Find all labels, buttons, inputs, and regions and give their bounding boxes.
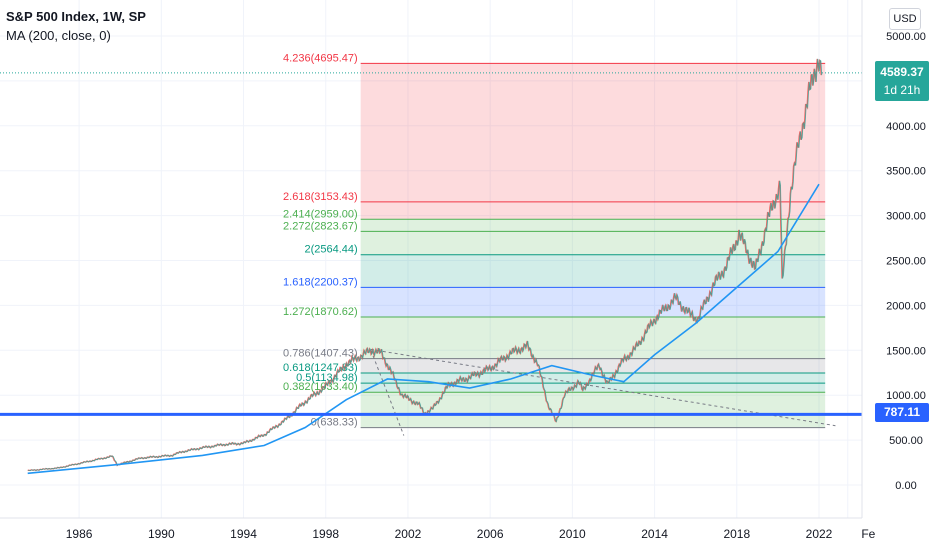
x-tick-label: 1990 — [148, 527, 175, 541]
symbol-title[interactable]: S&P 500 Index, 1W, SP — [6, 9, 146, 24]
fib-level-label: 0.382(1033.40) — [283, 381, 358, 393]
y-tick-label: 3000.00 — [886, 211, 926, 223]
fib-level-label: 4.236(4695.47) — [283, 52, 358, 64]
y-tick-label: 2500.00 — [886, 256, 926, 268]
x-axis-labels: 1986 1990 1994 1998 2002 2006 2010 2014 2018 2022… — [66, 527, 876, 541]
fib-band — [360, 358, 826, 373]
fib-level-label: 1.272(1870.62) — [283, 306, 358, 318]
current-price-value: 4589.37 — [880, 65, 924, 79]
fib-level-label: 0(638.33) — [311, 417, 358, 429]
y-tick-label: 3500.00 — [886, 166, 926, 178]
y-tick-label: 1000.00 — [886, 390, 926, 402]
x-tick-label: 1994 — [230, 527, 257, 541]
x-tick-label: 2022 — [806, 527, 833, 541]
fib-level-label: 2.414(2959.00) — [283, 208, 358, 220]
fib-band — [360, 63, 826, 202]
y-tick-label: 0.00 — [895, 480, 916, 492]
fib-band — [360, 383, 826, 393]
fib-band — [360, 219, 826, 232]
fib-band — [360, 287, 826, 318]
x-tick-label: 2006 — [477, 527, 504, 541]
fib-extension: 0(638.33)0.382(1033.40)0.5(1134.98)0.618… — [283, 52, 826, 429]
x-tick-label: Fe — [861, 527, 875, 541]
currency-button[interactable]: USD — [889, 8, 921, 30]
y-tick-label: 2000.00 — [886, 300, 926, 312]
horizontal-line-price-badge: 787.11 — [875, 403, 929, 422]
fib-level-label: 0.5(1134.98) — [296, 372, 358, 384]
ma-line — [27, 183, 820, 475]
chart-legend: S&P 500 Index, 1W, SP MA (200, close, 0) — [6, 7, 146, 45]
y-tick-label: 5000.00 — [886, 31, 926, 43]
fib-level-label: 1.618(2200.37) — [283, 276, 358, 288]
x-tick-label: 2014 — [641, 527, 668, 541]
x-tick-label: 1998 — [312, 527, 339, 541]
fib-band — [360, 372, 826, 384]
x-tick-label: 2018 — [723, 527, 750, 541]
bar-countdown: 1d 21h — [883, 83, 921, 97]
fib-band — [360, 231, 826, 255]
fib-band — [360, 317, 826, 359]
x-tick-label: 1986 — [66, 527, 93, 541]
y-tick-label: 1500.00 — [886, 345, 926, 357]
fib-level-label: 0.786(1407.43) — [283, 348, 358, 360]
indicator-label[interactable]: MA (200, close, 0) — [6, 28, 111, 43]
fib-band — [360, 201, 826, 220]
fib-level-label: 2.272(2823.67) — [283, 220, 358, 232]
x-tick-label: 2010 — [559, 527, 586, 541]
fib-band — [360, 254, 826, 288]
grid-lines — [0, 0, 862, 518]
current-price-badge: 4589.37 1d 21h — [875, 61, 929, 101]
y-tick-label: 4000.00 — [886, 121, 926, 133]
fib-band — [360, 392, 826, 428]
y-tick-label: 500.00 — [889, 435, 923, 447]
y-axis-labels: 0.00 500.00 1000.00 1500.00 2000.00 2500.00 30… — [886, 31, 926, 492]
fib-level-label: 2(2564.44) — [304, 244, 357, 256]
x-tick-label: 2002 — [395, 527, 422, 541]
fib-level-label: 2.618(3153.43) — [283, 191, 358, 203]
